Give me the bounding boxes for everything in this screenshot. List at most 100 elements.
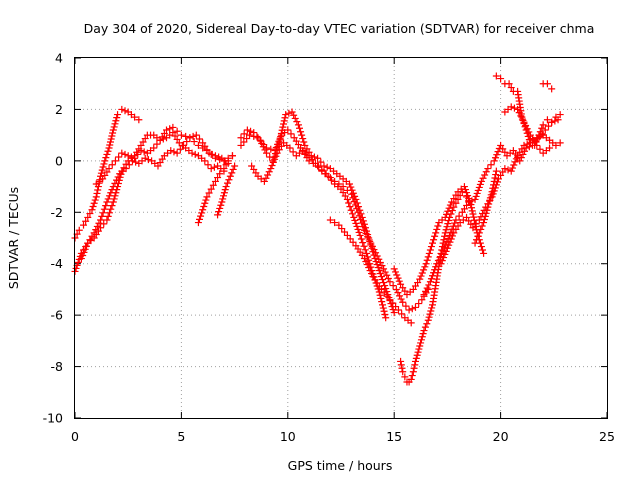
data-point: [442, 226, 450, 234]
data-point: [418, 333, 426, 341]
data-point: [137, 147, 145, 155]
data-point: [509, 164, 517, 172]
series-arc-4: [92, 129, 228, 188]
data-point: [363, 249, 371, 257]
data-point: [305, 152, 313, 160]
data-point: [361, 246, 369, 254]
tick-labels: 0 5 10 15 20 25 -10 -8 -6 -4 -2 0 2 4: [43, 51, 615, 445]
data-point: [80, 221, 88, 229]
data-point: [105, 144, 113, 152]
data-point: [360, 220, 368, 228]
data-point: [348, 210, 356, 218]
y-tick-label: 0: [55, 153, 63, 168]
data-point: [440, 254, 448, 262]
data-point: [84, 213, 92, 221]
data-point: [432, 229, 440, 237]
data-point: [260, 177, 268, 185]
data-point: [517, 154, 525, 162]
data-point: [426, 310, 434, 318]
data-point: [378, 276, 386, 284]
data-point: [93, 189, 101, 197]
data-point: [486, 194, 494, 202]
data-point: [469, 224, 477, 232]
data-point: [395, 277, 403, 285]
data-point: [291, 114, 299, 122]
y-tick-label: -10: [43, 411, 63, 426]
data-point: [429, 272, 437, 280]
data-point: [216, 170, 224, 178]
data-point: [245, 131, 253, 139]
x-tick-label: 10: [280, 429, 296, 444]
data-point: [431, 266, 439, 274]
data-point: [364, 253, 372, 261]
data-point: [225, 176, 233, 184]
data-point: [269, 158, 277, 166]
data-point: [394, 289, 402, 297]
data-point: [446, 238, 454, 246]
data-point: [108, 186, 116, 194]
data-point: [277, 133, 285, 141]
data-point: [480, 219, 488, 227]
data-point: [99, 163, 107, 171]
data-point: [474, 186, 482, 194]
data-point: [281, 114, 289, 122]
data-point: [445, 217, 453, 225]
data-point: [110, 195, 118, 203]
data-point: [437, 260, 445, 268]
x-tick-label: 25: [599, 429, 615, 444]
data-point: [279, 123, 287, 131]
data-point: [81, 245, 89, 253]
data-point: [476, 180, 484, 188]
data-point: [110, 123, 118, 131]
data-point: [144, 156, 152, 164]
data-point: [373, 261, 381, 269]
data-point: [480, 215, 488, 223]
data-point: [430, 269, 438, 277]
data-point: [425, 249, 433, 257]
data-point: [382, 314, 390, 322]
data-point: [396, 292, 404, 300]
data-point: [98, 212, 106, 220]
data-point: [215, 208, 223, 216]
data-point: [424, 316, 432, 324]
data-point: [192, 131, 200, 139]
data-point: [317, 158, 325, 166]
data-point: [231, 162, 239, 170]
data-point: [443, 210, 451, 218]
data-point: [177, 131, 185, 139]
data-point: [359, 217, 367, 225]
series-arc-9: [248, 139, 390, 322]
data-point: [135, 116, 143, 124]
data-point: [101, 157, 109, 165]
data-point: [434, 222, 442, 230]
data-point: [430, 236, 438, 244]
y-tick-label: 2: [55, 102, 63, 117]
data-point: [109, 183, 117, 191]
series-arc-17: [501, 103, 554, 157]
data-point: [410, 364, 418, 372]
data-point: [394, 274, 402, 282]
data-point: [485, 200, 493, 208]
data-point: [422, 260, 430, 268]
data-point: [351, 216, 359, 224]
data-point: [372, 258, 380, 266]
data-point: [253, 132, 261, 140]
data-point: [397, 295, 405, 303]
data-point: [444, 207, 452, 215]
data-point: [90, 199, 98, 207]
data-point: [216, 204, 224, 212]
data-point: [365, 264, 373, 272]
data-point: [219, 195, 227, 203]
data-point: [189, 132, 197, 140]
data-point: [353, 222, 361, 230]
data-point: [324, 172, 332, 180]
data-point: [548, 118, 556, 126]
data-point: [535, 131, 543, 139]
series-arc-18: [539, 80, 556, 93]
x-tick-label: 15: [386, 429, 402, 444]
data-point: [477, 177, 485, 185]
data-point: [442, 247, 450, 255]
data-point: [262, 174, 270, 182]
data-point: [441, 213, 449, 221]
data-point: [402, 302, 410, 310]
